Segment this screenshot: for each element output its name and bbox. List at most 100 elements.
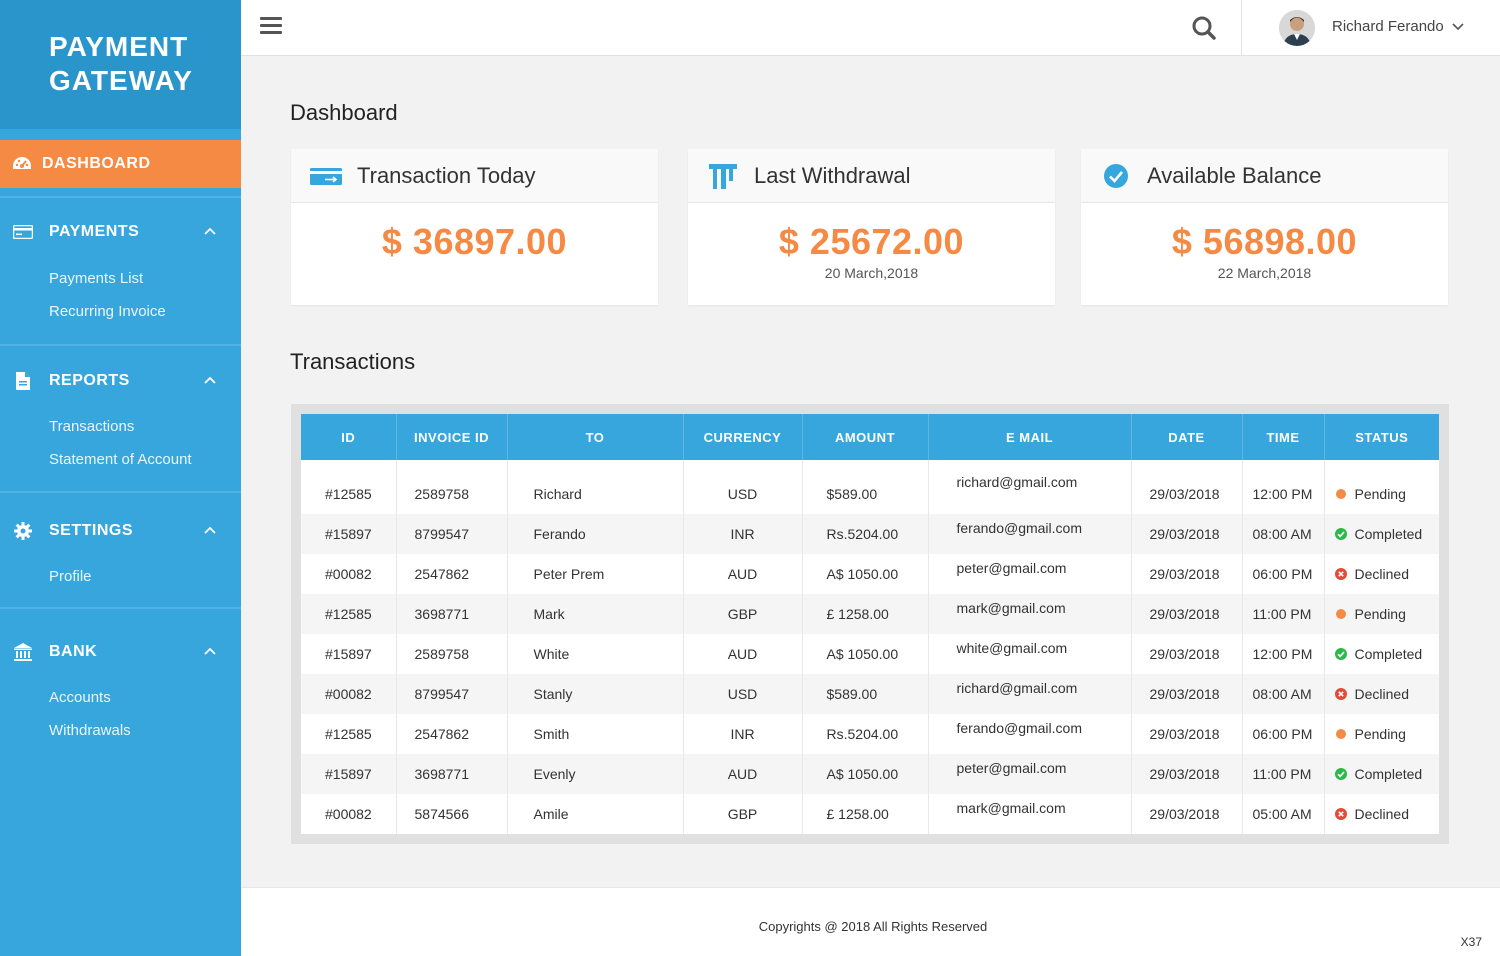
cell-id: #00082: [301, 794, 397, 834]
chevron-up-icon[interactable]: [203, 523, 217, 537]
table-row[interactable]: #00082 8799547 Stanly USD $589.00 richard@gma…: [301, 674, 1439, 714]
cell-to: Richard: [507, 460, 684, 514]
sidebar-item-dashboard[interactable]: DASHBOARD: [0, 140, 241, 188]
column-header[interactable]: CURRENCY: [683, 414, 803, 460]
sidebar-section-label: REPORTS: [49, 372, 130, 389]
cell-to: Evenly: [507, 754, 684, 794]
sidebar-item-recurring-invoice[interactable]: Recurring Invoice: [49, 303, 166, 320]
cell-email: white@gmail.com: [928, 634, 1132, 674]
table-row[interactable]: #12585 2547862 Smith INR Rs.5204.00 ferando@g…: [301, 714, 1439, 754]
sidebar-section-payments: PAYMENTS Payments List Recurring Invoice: [0, 220, 241, 328]
chevron-down-icon[interactable]: [1451, 20, 1465, 34]
check-circle-icon: [1334, 527, 1347, 540]
footer: Copyrights @ 2018 All Rights Reserved X3…: [241, 887, 1500, 956]
cell-status: Pending: [1324, 460, 1439, 514]
cell-time: 08:00 AM: [1242, 514, 1325, 554]
sidebar-item-withdrawals[interactable]: Withdrawals: [49, 722, 131, 739]
page-title: Dashboard: [290, 100, 398, 125]
gear-icon: [12, 521, 34, 541]
cell-status: Declined: [1324, 794, 1439, 834]
cell-invoice-id: 3698771: [396, 754, 508, 794]
cell-email: richard@gmail.com: [928, 460, 1132, 514]
transactions-title: Transactions: [290, 349, 416, 374]
sidebar-item-accounts[interactable]: Accounts: [49, 689, 111, 706]
sidebar-section-header-reports[interactable]: REPORTS: [0, 369, 241, 393]
column-header[interactable]: TO: [507, 414, 684, 460]
cell-email: richard@gmail.com: [928, 674, 1132, 714]
column-header[interactable]: ID: [301, 414, 397, 460]
table-row[interactable]: #15897 8799547 Ferando INR Rs.5204.00 ferando…: [301, 514, 1439, 554]
cell-time: 12:00 PM: [1242, 460, 1325, 514]
column-header[interactable]: TIME: [1242, 414, 1325, 460]
status-label: Completed: [1354, 766, 1423, 782]
table-row[interactable]: #12585 2589758 Richard USD $589.00 richard@gm…: [301, 460, 1439, 514]
sidebar-divider: [0, 344, 241, 346]
brand-line-1: PAYMENT: [49, 31, 189, 62]
cell-invoice-id: 3698771: [396, 594, 508, 634]
table-row[interactable]: #15897 3698771 Evenly AUD A$ 1050.00 peter@gm…: [301, 754, 1439, 794]
cell-email: ferando@gmail.com: [928, 514, 1132, 554]
sidebar-section-label: BANK: [49, 643, 98, 660]
status-label: Declined: [1354, 566, 1409, 582]
check-circle-icon: [1334, 647, 1347, 660]
table-row[interactable]: #12585 3698771 Mark GBP £ 1258.00 mark@gmail.…: [301, 594, 1439, 634]
sidebar-section-label: PAYMENTS: [49, 223, 140, 240]
cell-email: ferando@gmail.com: [928, 714, 1132, 754]
pending-dot-icon: [1335, 727, 1347, 739]
brand-logo[interactable]: PAYMENT GATEWAY: [0, 0, 241, 129]
cell-invoice-id: 5874566: [396, 794, 508, 834]
avatar[interactable]: [1279, 10, 1315, 46]
user-name[interactable]: Richard Ferando: [1332, 18, 1444, 35]
sidebar: PAYMENT GATEWAY DASHBOARD PAYMENTS Payme…: [0, 0, 241, 956]
sidebar-divider: [0, 491, 241, 493]
column-header[interactable]: DATE: [1131, 414, 1243, 460]
cell-currency: GBP: [683, 794, 803, 834]
sidebar-section-header-payments[interactable]: PAYMENTS: [0, 220, 241, 244]
table-row[interactable]: #15897 2589758 White AUD A$ 1050.00 white@gma…: [301, 634, 1439, 674]
status-label: Declined: [1354, 806, 1409, 822]
cell-time: 08:00 AM: [1242, 674, 1325, 714]
chevron-up-icon[interactable]: [203, 224, 217, 238]
cell-time: 11:00 PM: [1242, 594, 1325, 634]
sidebar-section-header-bank[interactable]: BANK: [0, 640, 241, 664]
column-header[interactable]: E MAIL: [928, 414, 1132, 460]
column-header[interactable]: AMOUNT: [802, 414, 929, 460]
bank-icon: [12, 642, 34, 662]
cell-amount: £ 1258.00: [802, 794, 929, 834]
cell-to: Stanly: [507, 674, 684, 714]
cell-currency: AUD: [683, 634, 803, 674]
card-last-withdrawal: Last Withdrawal $ 25672.00 20 March,2018: [688, 149, 1055, 305]
cell-id: #12585: [301, 594, 397, 634]
sidebar-item-profile[interactable]: Profile: [49, 568, 92, 585]
cell-currency: USD: [683, 674, 803, 714]
sidebar-section-header-settings[interactable]: SETTINGS: [0, 519, 241, 543]
cell-amount: £ 1258.00: [802, 594, 929, 634]
sidebar-item-statement-of-account[interactable]: Statement of Account: [49, 451, 192, 468]
cell-email: mark@gmail.com: [928, 794, 1132, 834]
table-row[interactable]: #00082 5874566 Amile GBP £ 1258.00 mark@gmail…: [301, 794, 1439, 834]
card-available-balance: Available Balance $ 56898.00 22 March,20…: [1081, 149, 1448, 305]
hamburger-menu-icon[interactable]: [260, 17, 282, 35]
cell-id: #00082: [301, 554, 397, 594]
topbar: Richard Ferando: [241, 0, 1500, 56]
cell-status: Completed: [1324, 634, 1439, 674]
sidebar-section-label: SETTINGS: [49, 522, 134, 539]
cell-date: 29/03/2018: [1131, 714, 1243, 754]
chevron-up-icon[interactable]: [203, 644, 217, 658]
cell-to: Mark: [507, 594, 684, 634]
sidebar-item-transactions[interactable]: Transactions: [49, 418, 135, 435]
footer-code: X37: [1460, 935, 1482, 949]
brand-line-2: GATEWAY: [49, 65, 193, 96]
cell-time: 12:00 PM: [1242, 634, 1325, 674]
cell-invoice-id: 8799547: [396, 674, 508, 714]
cell-status: Declined: [1324, 554, 1439, 594]
topbar-separator: [1241, 0, 1242, 56]
sidebar-item-payments-list[interactable]: Payments List: [49, 270, 144, 287]
cell-date: 29/03/2018: [1131, 594, 1243, 634]
table-row[interactable]: #00082 2547862 Peter Prem AUD A$ 1050.00 pete…: [301, 554, 1439, 594]
chevron-up-icon[interactable]: [203, 373, 217, 387]
sidebar-item-label: DASHBOARD: [42, 155, 151, 172]
column-header[interactable]: INVOICE ID: [396, 414, 508, 460]
search-icon[interactable]: [1191, 15, 1217, 41]
column-header[interactable]: STATUS: [1324, 414, 1439, 460]
